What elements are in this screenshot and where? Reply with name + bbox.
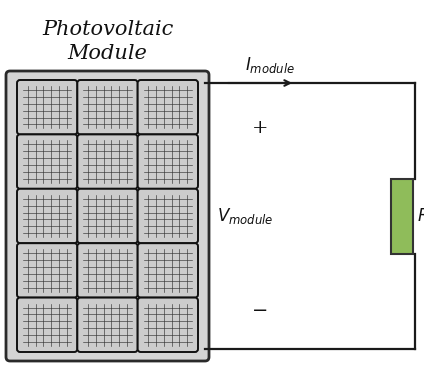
FancyBboxPatch shape — [17, 80, 77, 134]
FancyBboxPatch shape — [138, 80, 198, 134]
FancyBboxPatch shape — [138, 298, 198, 352]
Text: $R_{load}$: $R_{load}$ — [417, 206, 424, 226]
FancyBboxPatch shape — [77, 298, 138, 352]
FancyBboxPatch shape — [17, 134, 77, 189]
Text: Photovoltaic: Photovoltaic — [42, 20, 173, 39]
FancyBboxPatch shape — [138, 189, 198, 243]
FancyBboxPatch shape — [6, 71, 209, 361]
FancyBboxPatch shape — [17, 189, 77, 243]
Text: Module: Module — [67, 44, 148, 63]
Text: $I_{module}$: $I_{module}$ — [245, 55, 295, 75]
FancyBboxPatch shape — [77, 80, 138, 134]
FancyBboxPatch shape — [17, 243, 77, 298]
FancyBboxPatch shape — [77, 134, 138, 189]
FancyBboxPatch shape — [138, 243, 198, 298]
FancyBboxPatch shape — [17, 298, 77, 352]
Text: +: + — [252, 119, 268, 137]
FancyBboxPatch shape — [77, 189, 138, 243]
FancyBboxPatch shape — [77, 243, 138, 298]
Text: $V_{module}$: $V_{module}$ — [217, 206, 273, 226]
Bar — [391, 179, 413, 254]
FancyBboxPatch shape — [138, 134, 198, 189]
Text: −: − — [252, 302, 268, 320]
